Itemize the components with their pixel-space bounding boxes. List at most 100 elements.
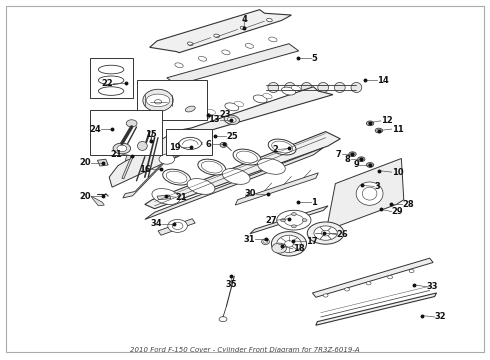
Polygon shape (157, 195, 171, 200)
Ellipse shape (187, 179, 215, 194)
Text: 30: 30 (244, 189, 256, 198)
Text: 11: 11 (392, 125, 403, 134)
Ellipse shape (98, 87, 124, 95)
Ellipse shape (375, 128, 383, 133)
Polygon shape (316, 293, 437, 325)
Ellipse shape (269, 37, 277, 42)
Ellipse shape (271, 231, 307, 256)
Ellipse shape (268, 139, 296, 155)
Ellipse shape (227, 117, 236, 122)
Ellipse shape (267, 18, 272, 22)
Ellipse shape (282, 87, 295, 95)
Ellipse shape (220, 142, 227, 147)
Text: 20: 20 (79, 192, 91, 201)
Ellipse shape (222, 168, 250, 184)
Ellipse shape (235, 102, 244, 107)
Text: 15: 15 (146, 130, 157, 139)
Ellipse shape (359, 158, 363, 161)
Text: 21: 21 (175, 193, 187, 202)
Text: 25: 25 (226, 132, 238, 141)
Ellipse shape (206, 109, 216, 114)
Text: 6: 6 (206, 140, 212, 149)
Text: 21: 21 (110, 150, 122, 159)
Ellipse shape (367, 121, 374, 126)
Text: 29: 29 (392, 207, 403, 216)
Ellipse shape (224, 115, 240, 125)
Ellipse shape (377, 170, 381, 172)
Ellipse shape (292, 213, 296, 216)
Ellipse shape (350, 153, 354, 156)
Ellipse shape (277, 210, 311, 230)
Text: 10: 10 (392, 168, 403, 177)
Ellipse shape (138, 141, 147, 150)
Ellipse shape (152, 189, 180, 204)
Ellipse shape (147, 94, 170, 107)
Text: 22: 22 (101, 79, 113, 88)
Text: 12: 12 (381, 116, 392, 125)
Text: 18: 18 (293, 244, 304, 253)
Polygon shape (167, 44, 299, 85)
Text: 32: 32 (435, 312, 446, 321)
Text: 23: 23 (220, 110, 231, 119)
Polygon shape (313, 258, 433, 297)
Polygon shape (150, 10, 292, 53)
Ellipse shape (366, 282, 371, 285)
Ellipse shape (198, 57, 207, 61)
Text: 20: 20 (79, 158, 91, 167)
Polygon shape (109, 134, 191, 187)
Ellipse shape (375, 168, 383, 173)
Ellipse shape (257, 158, 285, 174)
Text: 31: 31 (243, 235, 255, 244)
Ellipse shape (368, 164, 372, 166)
Ellipse shape (307, 222, 344, 244)
Ellipse shape (367, 163, 374, 167)
Polygon shape (123, 148, 186, 198)
Polygon shape (250, 206, 328, 234)
Text: 14: 14 (377, 76, 389, 85)
Ellipse shape (188, 42, 193, 45)
Ellipse shape (272, 243, 287, 253)
Ellipse shape (159, 154, 174, 164)
Text: 3: 3 (374, 182, 380, 191)
Text: 16: 16 (140, 165, 151, 174)
Ellipse shape (225, 103, 239, 111)
Ellipse shape (175, 63, 183, 68)
Ellipse shape (285, 82, 295, 93)
Ellipse shape (321, 230, 330, 236)
Ellipse shape (318, 82, 329, 93)
Text: 35: 35 (225, 280, 237, 289)
Ellipse shape (237, 151, 257, 163)
Text: 24: 24 (89, 125, 101, 134)
Ellipse shape (113, 143, 131, 154)
Ellipse shape (377, 129, 381, 132)
Text: 28: 28 (402, 200, 414, 209)
Ellipse shape (344, 288, 349, 291)
Ellipse shape (285, 240, 294, 247)
Text: 19: 19 (169, 143, 180, 152)
Polygon shape (145, 132, 340, 209)
Polygon shape (98, 159, 108, 166)
Polygon shape (235, 173, 318, 205)
Ellipse shape (245, 44, 253, 48)
Ellipse shape (271, 141, 293, 153)
Ellipse shape (277, 235, 301, 252)
Polygon shape (125, 154, 132, 161)
Polygon shape (171, 87, 333, 139)
Ellipse shape (214, 34, 220, 37)
Ellipse shape (154, 100, 162, 104)
Bar (90, 58, 133, 98)
Ellipse shape (302, 219, 307, 222)
Polygon shape (145, 148, 323, 220)
Ellipse shape (253, 95, 267, 103)
Ellipse shape (163, 169, 191, 185)
Ellipse shape (362, 187, 377, 200)
Ellipse shape (172, 222, 183, 229)
Ellipse shape (233, 149, 261, 165)
Ellipse shape (219, 317, 227, 321)
Ellipse shape (126, 120, 137, 127)
Text: 2010 Ford F-150 Cover - Cylinder Front Diagram for 7R3Z-6019-A: 2010 Ford F-150 Cover - Cylinder Front D… (130, 347, 360, 354)
Ellipse shape (185, 106, 195, 112)
Ellipse shape (196, 111, 210, 119)
Ellipse shape (356, 182, 383, 205)
Ellipse shape (409, 270, 414, 273)
